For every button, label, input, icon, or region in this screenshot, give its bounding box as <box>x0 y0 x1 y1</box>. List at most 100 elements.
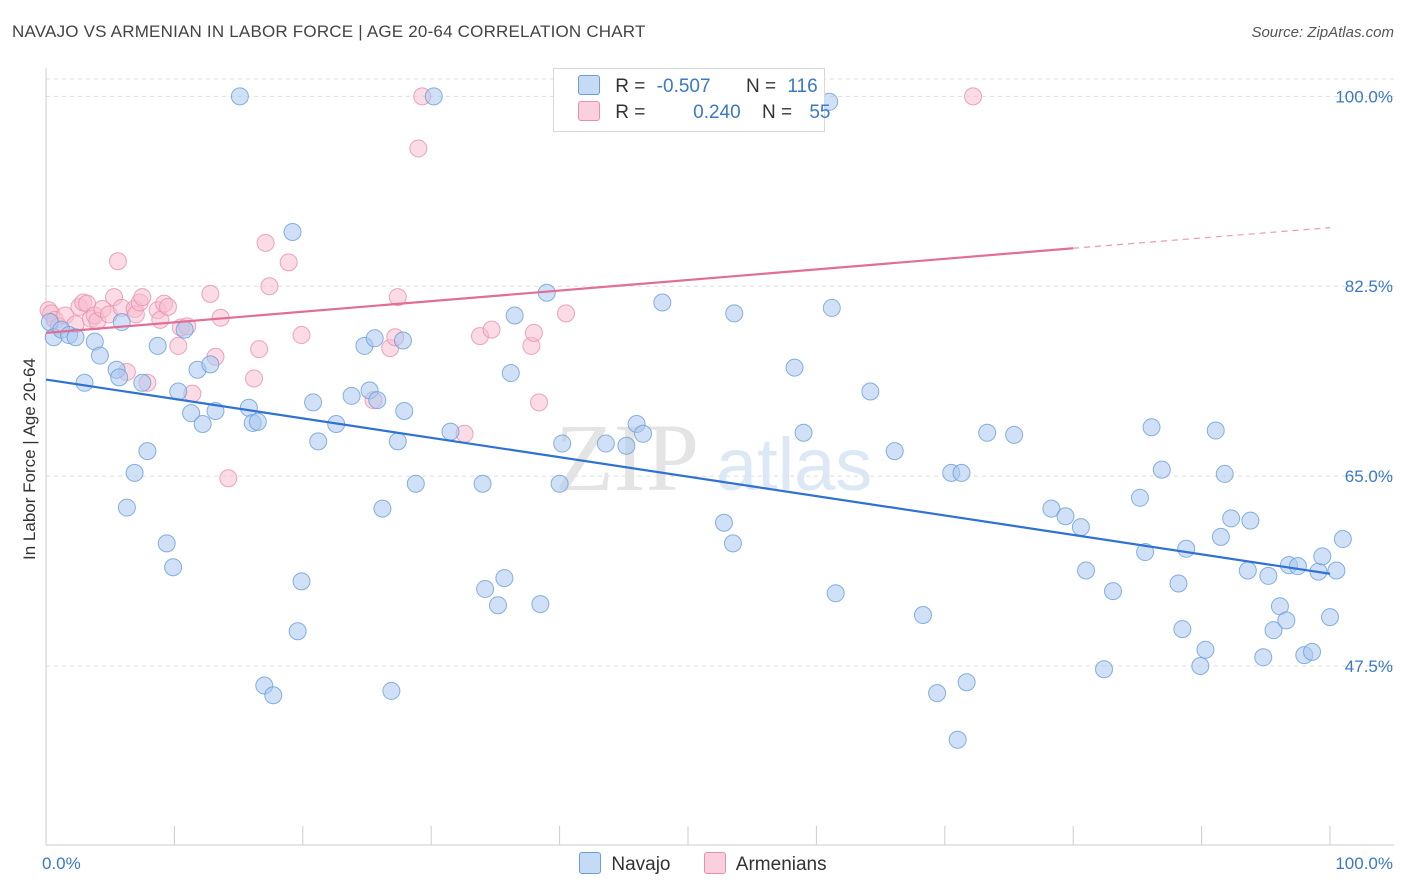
navajo-point <box>978 423 997 442</box>
armenian-point <box>292 326 311 345</box>
navajo-point <box>1042 499 1061 518</box>
navajo-point <box>826 584 845 603</box>
navajo-point <box>283 222 302 241</box>
series-legend: Navajo Armenians <box>0 852 1406 876</box>
armenian-point <box>279 253 298 272</box>
armenian-point <box>482 320 501 339</box>
armenian-point <box>245 369 264 388</box>
navajo-point <box>885 442 904 461</box>
navajo-point <box>1241 511 1260 530</box>
navajo-point <box>66 328 85 347</box>
navajo-point <box>948 730 967 749</box>
navajo-point <box>505 306 524 325</box>
navajo-point <box>1222 509 1241 528</box>
navajo-point <box>90 346 109 365</box>
navajo-point <box>117 498 136 517</box>
tick-labels: 47.5% 65.0% 82.5% 100.0% 0.0% 100.0% <box>42 87 1393 873</box>
y-tick-label: 47.5% <box>1345 657 1393 676</box>
navajo-point <box>395 402 414 421</box>
navajo-point <box>1071 518 1090 537</box>
navajo-point <box>861 382 880 401</box>
navajo-point <box>424 87 443 106</box>
navajo-point <box>785 358 804 377</box>
navajo-swatch <box>579 852 602 874</box>
navajo-point <box>201 355 220 374</box>
navajo-point <box>264 686 283 705</box>
navajo-point <box>248 412 267 431</box>
navajo-point <box>288 622 307 641</box>
legend-item-armenians[interactable]: Armenians <box>703 852 827 876</box>
navajo-point <box>125 463 144 482</box>
navajo-point <box>501 364 520 383</box>
watermark-zip: ZIP <box>555 404 699 511</box>
navajo-point <box>1264 621 1283 640</box>
navajo-point <box>1136 543 1155 562</box>
navajo-point <box>342 386 361 405</box>
navajo-point <box>634 424 653 443</box>
navajo-point <box>148 336 167 355</box>
y-tick-label: 100.0% <box>1335 87 1393 106</box>
legend-label-armenians: Armenians <box>735 854 827 875</box>
navajo-point <box>406 474 425 493</box>
navajo-point <box>1259 566 1278 585</box>
navajo-point <box>1191 656 1210 675</box>
navajo-point <box>596 434 615 453</box>
source-label: Source: ZipAtlas.com <box>1251 24 1394 41</box>
navajo-point <box>714 513 733 532</box>
navajo-point <box>1142 418 1161 437</box>
navajo-point <box>1215 464 1234 483</box>
navajo-points <box>40 87 1352 749</box>
armenian-point <box>256 233 275 252</box>
armenian-point <box>557 304 576 323</box>
navajo-point <box>175 320 194 339</box>
armenian-point <box>964 87 983 106</box>
navajo-point <box>725 304 744 323</box>
navajo-point <box>382 681 401 700</box>
legend-n-value-armenians: 55 <box>809 102 831 123</box>
navajo-point <box>441 422 460 441</box>
legend-item-navajo[interactable]: Navajo <box>579 852 671 876</box>
navajo-point <box>495 569 514 588</box>
navajo-point <box>1169 574 1188 593</box>
legend-label-navajo: Navajo <box>611 854 671 875</box>
navajo-point <box>473 474 492 493</box>
navajo-point <box>292 572 311 591</box>
correlation-legend: R = -0.507 N = 116 R = 0.240 N = 55 <box>553 68 830 132</box>
navajo-point <box>169 382 188 401</box>
navajo-point <box>193 415 212 434</box>
navajo-point <box>476 579 495 598</box>
navajo-swatch <box>578 75 600 95</box>
armenian-point <box>108 252 127 271</box>
armenian-point <box>133 288 152 307</box>
axes <box>45 68 1394 846</box>
navajo-point <box>1177 539 1196 558</box>
legend-r-label: R = <box>615 102 646 123</box>
legend-n-label: N = <box>745 76 777 97</box>
armenian-point <box>409 139 428 158</box>
armenians-swatch <box>578 101 600 121</box>
navajo-point <box>1196 640 1215 659</box>
navajo-point <box>1211 527 1230 546</box>
navajo-point <box>550 474 569 493</box>
navajo-point <box>653 293 672 312</box>
armenian-point <box>530 393 549 412</box>
armenian-point <box>169 336 188 355</box>
legend-r-value-navajo: -0.507 <box>656 76 711 97</box>
navajo-point <box>1130 488 1149 507</box>
navajo-point <box>488 596 507 615</box>
armenians-swatch <box>703 852 726 874</box>
navajo-point <box>957 673 976 692</box>
legend-row-armenians: R = 0.240 N = 55 <box>578 101 830 127</box>
navajo-point <box>373 499 392 518</box>
x-tick-label-max: 100.0% <box>1335 854 1393 873</box>
navajo-point <box>531 595 550 614</box>
navajo-point <box>1238 561 1257 580</box>
navajo-point <box>928 684 947 703</box>
navajo-point <box>182 404 201 423</box>
navajo-point <box>157 534 176 553</box>
legend-n-label: N = <box>761 102 793 123</box>
navajo-point <box>913 605 932 624</box>
navajo-point <box>164 558 183 577</box>
navajo-point <box>368 391 387 410</box>
legend-n-value-navajo: 116 <box>787 76 818 97</box>
